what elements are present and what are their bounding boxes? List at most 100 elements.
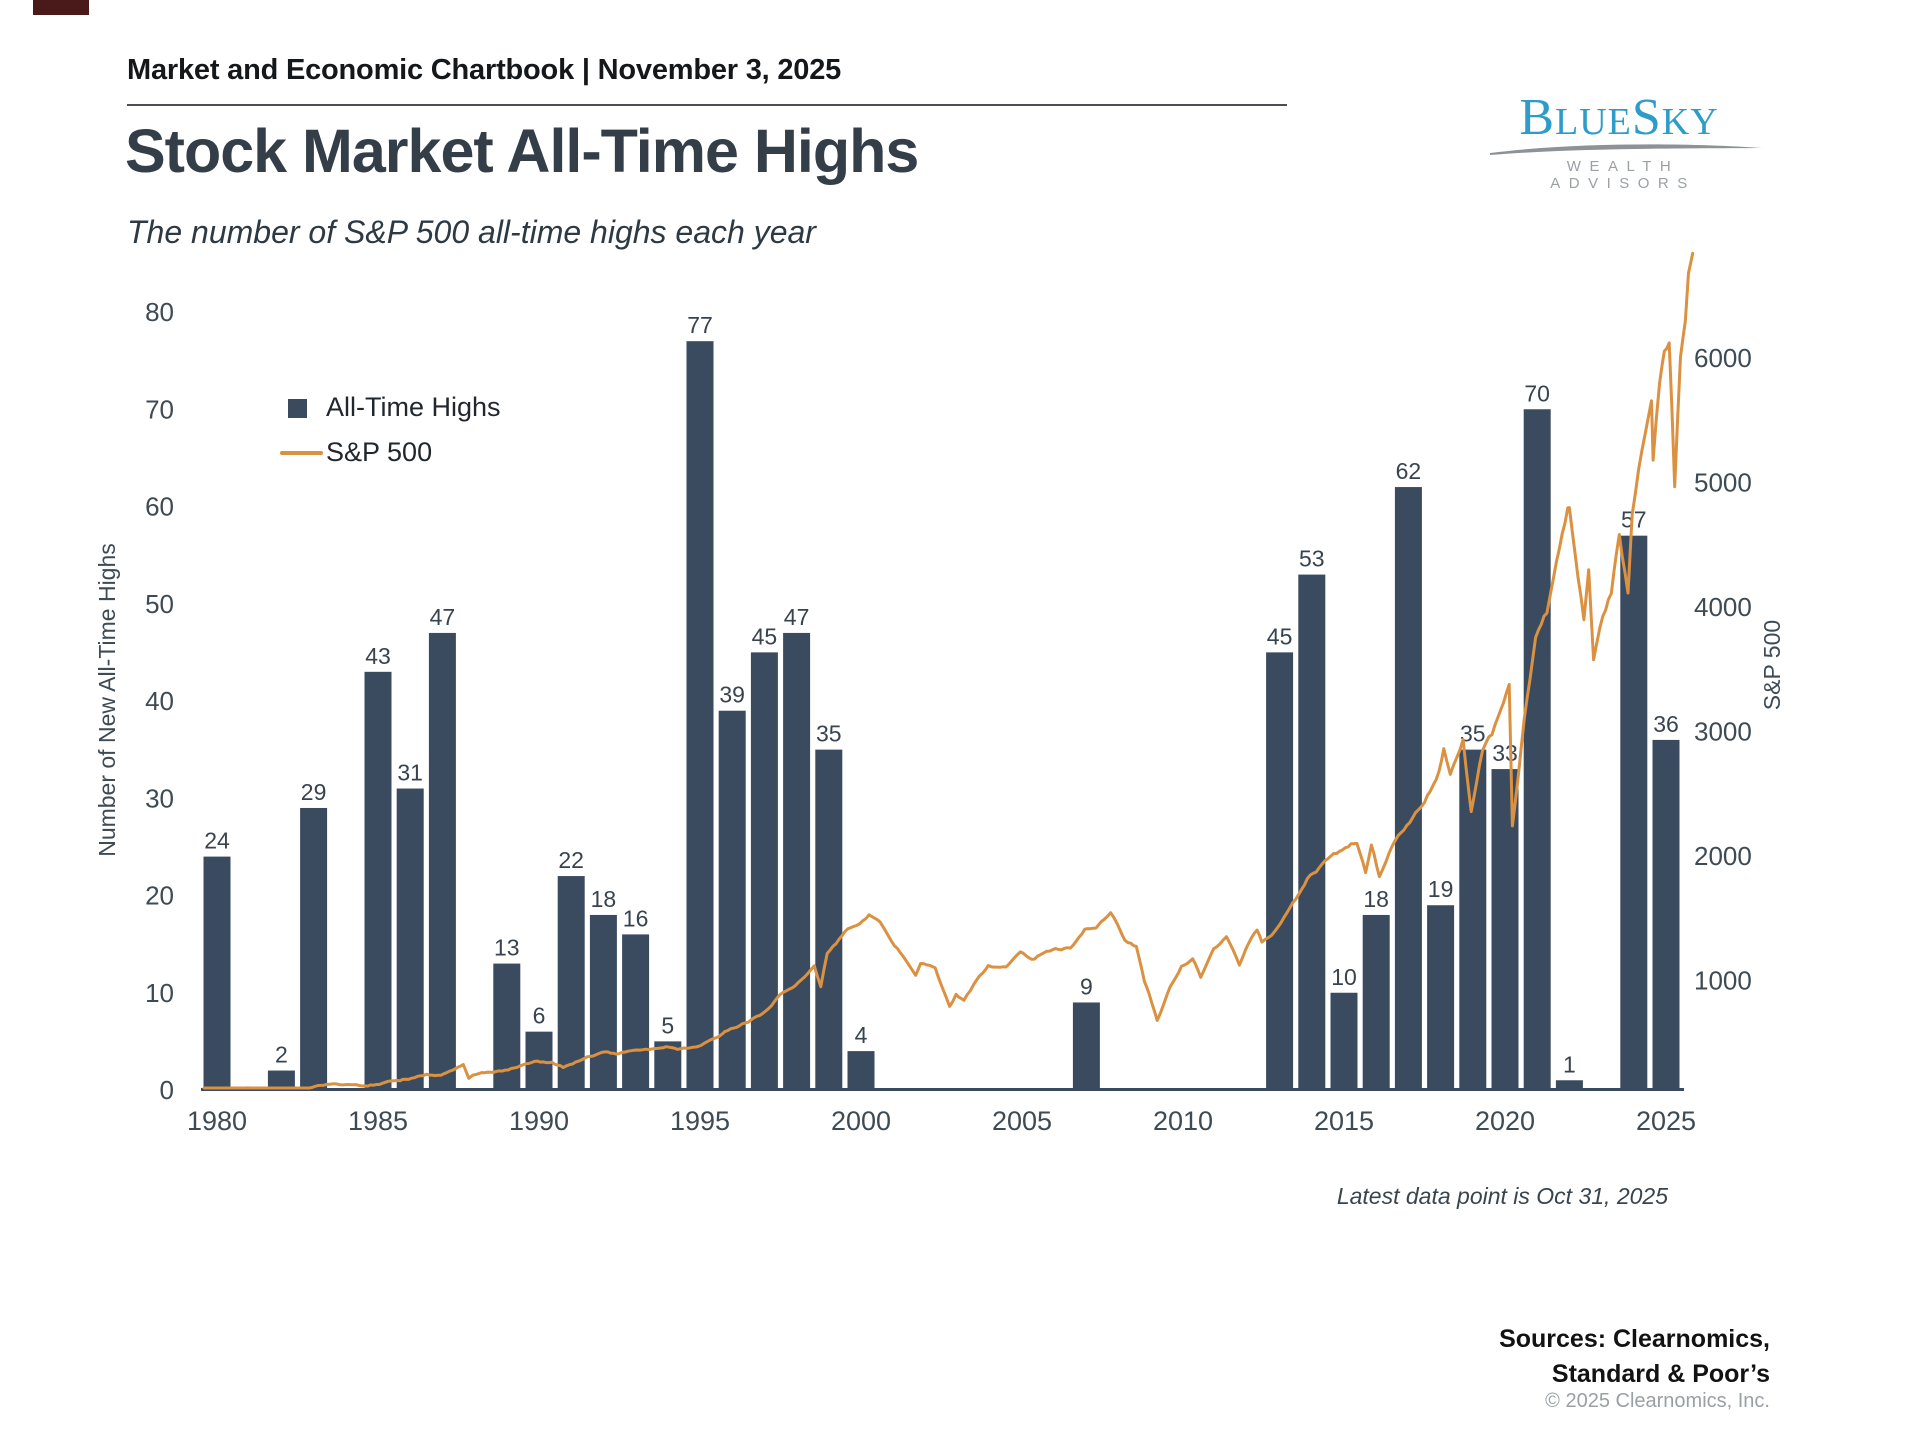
bar-1996 [718, 710, 746, 1090]
bar-2017 [1394, 487, 1422, 1090]
bar-1992 [589, 914, 617, 1090]
svg-text:1990: 1990 [509, 1106, 569, 1136]
y-axis-title-left: Number of New All-Time Highs [94, 543, 120, 857]
svg-text:40: 40 [145, 686, 174, 716]
bar-1993 [622, 934, 650, 1090]
bar-label-2018: 19 [1428, 876, 1454, 902]
bar-label-1983: 29 [301, 779, 327, 805]
bar-2021 [1523, 409, 1551, 1090]
bar-1997 [750, 652, 778, 1090]
bar-label-1989: 13 [494, 935, 520, 961]
svg-text:2015: 2015 [1314, 1106, 1374, 1136]
bar-label-1986: 31 [397, 760, 423, 786]
svg-text:20: 20 [145, 881, 174, 911]
svg-text:2000: 2000 [831, 1106, 891, 1136]
bar-label-2020: 33 [1492, 740, 1518, 766]
copyright-text: © 2025 Clearnomics, Inc. [1545, 1390, 1770, 1412]
legend-bars-label: All-Time Highs [326, 392, 501, 422]
svg-text:0: 0 [160, 1075, 174, 1105]
bar-label-1997: 45 [752, 623, 778, 649]
x-axis-labels: 1980 1985 1990 1995 2000 2005 2010 2015 2020 2025 [187, 1106, 1696, 1136]
bar-1991 [557, 876, 585, 1090]
bar-label-1987: 47 [430, 604, 456, 630]
svg-text:10: 10 [145, 978, 174, 1008]
sources-text: Sources: Clearnomics, Standard & Poor’s [1170, 1322, 1770, 1391]
svg-text:2000: 2000 [1694, 841, 1752, 871]
bar-1985 [364, 671, 392, 1090]
bar-1980 [203, 856, 231, 1090]
header-divider [127, 104, 1287, 106]
bar-2025 [1652, 739, 1680, 1090]
bar-2016 [1362, 914, 1390, 1090]
legend-bar-swatch [288, 399, 307, 418]
svg-text:2005: 2005 [992, 1106, 1052, 1136]
svg-text:1980: 1980 [187, 1106, 247, 1136]
svg-text:2010: 2010 [1153, 1106, 1213, 1136]
bar-label-1999: 35 [816, 721, 842, 747]
x-axis-line [201, 1088, 1684, 1091]
bar-label-2021: 70 [1524, 380, 1550, 406]
bar-label-1982: 2 [275, 1042, 288, 1068]
bar-label-1990: 6 [533, 1003, 546, 1029]
bar-label-2017: 62 [1396, 458, 1422, 484]
sp500-line [202, 251, 1695, 1090]
bluesky-wordmark: BLUESKY [1488, 92, 1750, 144]
bar-2024 [1620, 535, 1648, 1090]
svg-text:2020: 2020 [1475, 1106, 1535, 1136]
chartbook-header: Market and Economic Chartbook | November… [127, 54, 842, 86]
bar-2013 [1266, 652, 1294, 1090]
bar-1999 [815, 749, 843, 1090]
bar-2022 [1555, 1080, 1583, 1090]
svg-text:3000: 3000 [1694, 717, 1752, 747]
svg-text:70: 70 [145, 394, 174, 424]
corner-mark [33, 0, 89, 15]
bar-value-labels: 2422943314713622181657739454735494553101… [204, 312, 1679, 1077]
svg-text:6000: 6000 [1694, 343, 1752, 373]
bar-label-2022: 1 [1563, 1051, 1576, 1077]
bar-2000 [847, 1051, 875, 1090]
bar-1982 [267, 1070, 295, 1090]
bar-label-1995: 77 [687, 312, 713, 338]
page-subtitle: The number of S&P 500 all-time highs eac… [127, 214, 816, 250]
bar-label-2014: 53 [1299, 546, 1325, 572]
bar-1998 [783, 632, 811, 1090]
svg-text:1985: 1985 [348, 1106, 408, 1136]
svg-text:1995: 1995 [670, 1106, 730, 1136]
bar-label-1991: 22 [558, 847, 584, 873]
bar-label-1980: 24 [204, 828, 230, 854]
bars-group [203, 341, 1680, 1090]
logo-letters: LUE [1555, 101, 1632, 143]
logo-tagline: WEALTH ADVISORS [1550, 158, 1696, 192]
logo-letter: B [1519, 89, 1555, 146]
bar-label-2016: 18 [1363, 886, 1389, 912]
y-axis-title-right: S&P 500 [1759, 619, 1785, 711]
bar-1986 [396, 788, 424, 1090]
bar-label-1994: 5 [661, 1012, 674, 1038]
bar-label-2025: 36 [1653, 711, 1679, 737]
page-title: Stock Market All-Time Highs [125, 117, 919, 185]
bar-label-2015: 10 [1331, 964, 1357, 990]
legend-line-label: S&P 500 [326, 437, 433, 467]
svg-text:80: 80 [145, 297, 174, 327]
bar-label-2013: 45 [1267, 623, 1293, 649]
bar-label-1996: 39 [719, 682, 745, 708]
bar-label-2007: 9 [1080, 973, 1093, 999]
bar-label-1985: 43 [365, 643, 391, 669]
bar-2015 [1330, 992, 1358, 1090]
svg-text:2025: 2025 [1636, 1106, 1696, 1136]
svg-text:4000: 4000 [1694, 592, 1752, 622]
logo-letter: S [1631, 89, 1662, 146]
right-axis-ticks: 1000 2000 3000 4000 5000 6000 [1694, 343, 1752, 996]
logo-letters: KY [1661, 101, 1719, 143]
bar-label-1998: 47 [784, 604, 810, 630]
bar-2014 [1298, 574, 1326, 1090]
sources-line1: Sources: Clearnomics, [1499, 1325, 1770, 1353]
bar-label-1993: 16 [623, 905, 649, 931]
left-axis-ticks: 0 10 20 30 40 50 60 70 80 [145, 297, 174, 1105]
sources-line2: Standard & Poor’s [1551, 1359, 1770, 1388]
legend-line-swatch [280, 451, 323, 455]
bar-2007 [1072, 1002, 1100, 1090]
bar-2018 [1427, 905, 1455, 1090]
